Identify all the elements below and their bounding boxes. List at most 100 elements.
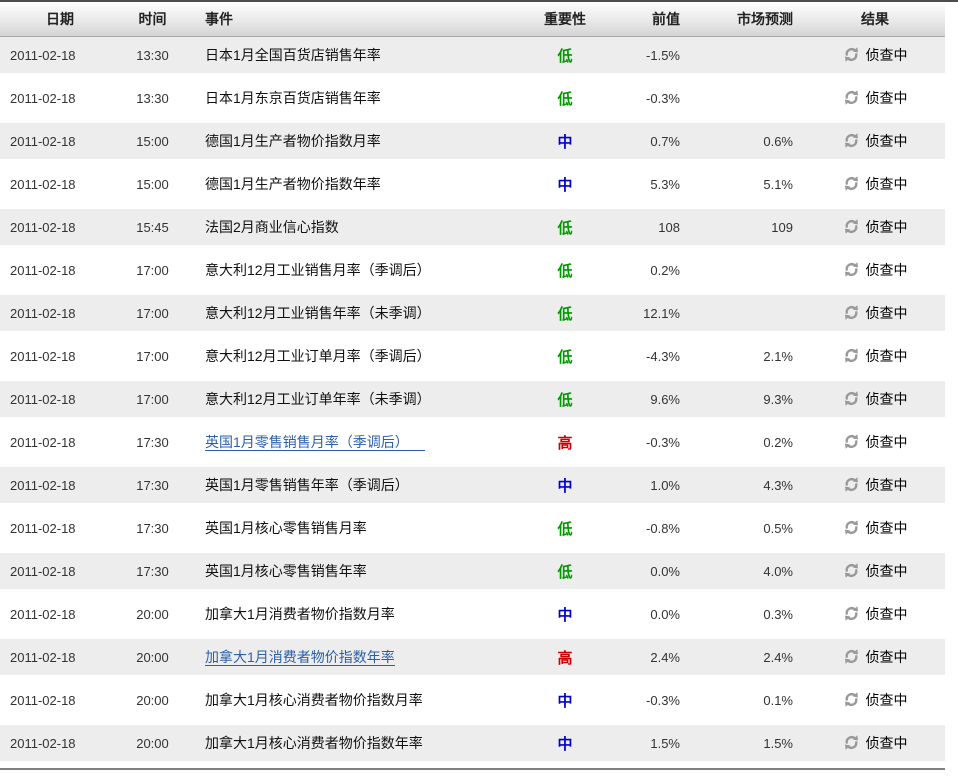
importance-cell: 低 xyxy=(520,248,610,295)
refresh-icon xyxy=(843,261,860,278)
previous-value-cell: 0.0% xyxy=(610,549,690,596)
result-label: 侦查中 xyxy=(865,90,908,106)
result-label: 侦查中 xyxy=(865,262,908,278)
time-cell: 17:00 xyxy=(120,248,185,295)
importance-cell: 高 xyxy=(520,420,610,467)
event-label: 德国1月生产者物价指数月率 xyxy=(205,133,381,149)
date-cell: 2011-02-18 xyxy=(0,291,120,338)
time-cell: 17:30 xyxy=(120,549,185,596)
date-cell: 2011-02-18 xyxy=(0,592,120,639)
time-cell: 13:30 xyxy=(120,36,185,80)
market-forecast-cell: 5.1% xyxy=(690,162,805,209)
importance-cell: 中 xyxy=(520,162,610,209)
column-header-result: 结果 xyxy=(805,2,945,37)
importance-badge: 中 xyxy=(557,606,573,624)
time-cell: 20:00 xyxy=(120,635,185,682)
date-cell: 2011-02-18 xyxy=(0,36,120,80)
result-cell: 侦查中 xyxy=(805,162,945,209)
date-cell: 2011-02-18 xyxy=(0,420,120,467)
table-row: 2011-02-18 15:45 法国2月商业信心指数 低 108 109 侦查… xyxy=(0,205,945,252)
refresh-icon xyxy=(843,734,860,751)
time-cell: 13:30 xyxy=(120,76,185,123)
header-row: 日期 时间 事件 重要性 前值 市场预测 结果 xyxy=(0,2,945,37)
event-cell: 日本1月全国百货店销售年率 xyxy=(185,36,520,80)
time-cell: 17:00 xyxy=(120,334,185,381)
importance-cell: 中 xyxy=(520,119,610,166)
market-forecast-cell: 9.3% xyxy=(690,377,805,424)
result-cell: 侦查中 xyxy=(805,291,945,338)
table-row: 2011-02-18 17:00 意大利12月工业销售年率（未季调） 低 12.… xyxy=(0,291,945,338)
event-cell: 英国1月核心零售销售月率 xyxy=(185,506,520,553)
result-label: 侦查中 xyxy=(865,563,908,579)
event-label: 意大利12月工业订单年率（未季调） xyxy=(205,391,431,407)
market-forecast-cell: 0.5% xyxy=(690,506,805,553)
market-forecast-cell: 4.0% xyxy=(690,549,805,596)
event-cell: 英国1月核心零售销售年率 xyxy=(185,549,520,596)
date-cell: 2011-02-18 xyxy=(0,678,120,725)
time-cell: 17:00 xyxy=(120,291,185,338)
column-header-event: 事件 xyxy=(185,2,520,37)
refresh-icon xyxy=(843,46,860,63)
previous-value-cell: 1.0% xyxy=(610,463,690,510)
event-label: 英国1月核心零售销售年率 xyxy=(205,563,367,579)
market-forecast-cell xyxy=(690,76,805,123)
date-cell: 2011-02-18 xyxy=(0,119,120,166)
table-row: 2011-02-18 17:00 意大利12月工业订单月率（季调后） 低 -4.… xyxy=(0,334,945,381)
event-label: 英国1月核心零售销售月率 xyxy=(205,520,367,536)
event-link[interactable]: 加拿大1月消费者物价指数年率 xyxy=(205,649,395,666)
importance-badge: 中 xyxy=(557,176,573,194)
time-cell: 17:30 xyxy=(120,463,185,510)
importance-cell: 低 xyxy=(520,334,610,381)
top-border xyxy=(0,0,958,2)
market-forecast-cell xyxy=(690,36,805,80)
time-cell: 15:00 xyxy=(120,119,185,166)
date-cell: 2011-02-18 xyxy=(0,635,120,682)
importance-cell: 中 xyxy=(520,592,610,639)
date-cell: 2011-02-18 xyxy=(0,463,120,510)
importance-badge: 低 xyxy=(557,262,573,280)
event-label: 意大利12月工业销售年率（未季调） xyxy=(205,305,431,321)
refresh-icon xyxy=(843,433,860,450)
table-row: 2011-02-18 17:00 意大利12月工业订单年率（未季调） 低 9.6… xyxy=(0,377,945,424)
previous-value-cell: 0.0% xyxy=(610,592,690,639)
importance-badge: 低 xyxy=(557,305,573,323)
time-cell: 20:00 xyxy=(120,678,185,725)
result-label: 侦查中 xyxy=(865,305,908,321)
result-cell: 侦查中 xyxy=(805,119,945,166)
result-cell: 侦查中 xyxy=(805,721,945,768)
refresh-icon xyxy=(843,175,860,192)
refresh-icon xyxy=(843,519,860,536)
event-cell: 加拿大1月核心消费者物价指数月率 xyxy=(185,678,520,725)
importance-cell: 低 xyxy=(520,76,610,123)
event-cell: 德国1月生产者物价指数年率 xyxy=(185,162,520,209)
refresh-icon xyxy=(843,648,860,665)
previous-value-cell: -1.5% xyxy=(610,36,690,80)
event-label: 加拿大1月核心消费者物价指数月率 xyxy=(205,692,423,708)
result-label: 侦查中 xyxy=(865,520,908,536)
market-forecast-cell xyxy=(690,291,805,338)
bottom-border xyxy=(0,768,945,770)
result-label: 侦查中 xyxy=(865,219,908,235)
column-header-prev: 前值 xyxy=(610,2,690,37)
market-forecast-cell: 1.5% xyxy=(690,721,805,768)
event-cell: 德国1月生产者物价指数月率 xyxy=(185,119,520,166)
importance-cell: 低 xyxy=(520,36,610,80)
time-cell: 15:45 xyxy=(120,205,185,252)
refresh-icon xyxy=(843,218,860,235)
importance-cell: 低 xyxy=(520,549,610,596)
column-header-time: 时间 xyxy=(120,2,185,37)
economic-calendar-table: 日期 时间 事件 重要性 前值 市场预测 结果 2011-02-18 13:30 日本1月全… xyxy=(0,2,945,768)
result-cell: 侦查中 xyxy=(805,506,945,553)
event-link[interactable]: 英国1月零售销售月率（季调后） xyxy=(205,434,425,451)
table-row: 2011-02-18 15:00 德国1月生产者物价指数年率 中 5.3% 5.… xyxy=(0,162,945,209)
previous-value-cell: 0.7% xyxy=(610,119,690,166)
importance-badge: 低 xyxy=(557,348,573,366)
event-label: 德国1月生产者物价指数年率 xyxy=(205,176,381,192)
date-cell: 2011-02-18 xyxy=(0,76,120,123)
time-cell: 20:00 xyxy=(120,592,185,639)
event-label: 日本1月全国百货店销售年率 xyxy=(205,47,381,63)
result-label: 侦查中 xyxy=(865,606,908,622)
market-forecast-cell: 4.3% xyxy=(690,463,805,510)
result-label: 侦查中 xyxy=(865,735,908,751)
table-row: 2011-02-18 20:00 加拿大1月核心消费者物价指数月率 中 -0.3… xyxy=(0,678,945,725)
